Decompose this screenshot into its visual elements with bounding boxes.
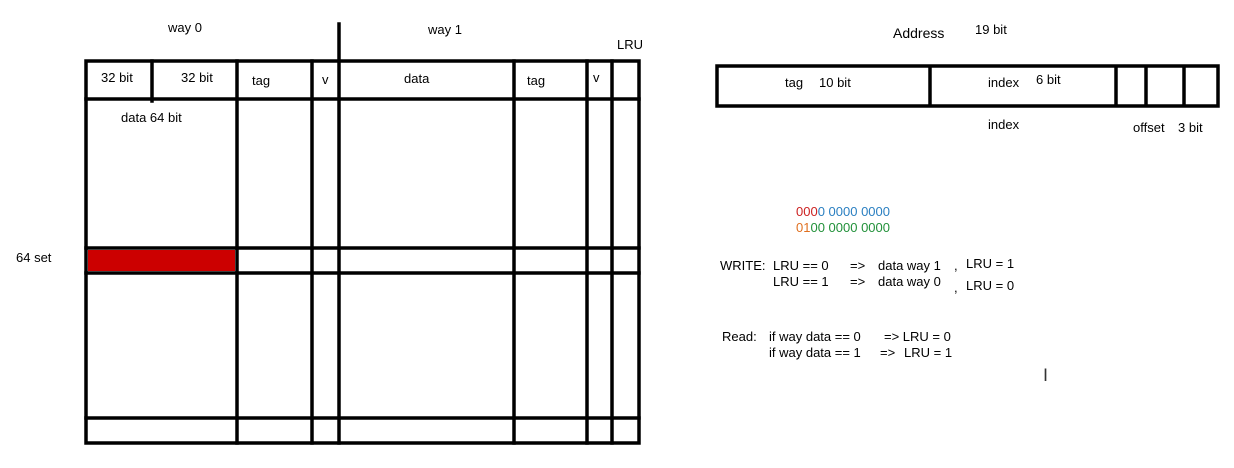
bit-example-line1: 0000 0000 0000 [796, 204, 890, 219]
write-rule1-action: data way 1 [878, 258, 941, 273]
address-total-bits: 19 bit [975, 22, 1007, 37]
header-32bit-a: 32 bit [101, 70, 133, 85]
address-box [715, 64, 1220, 108]
write-rule1-update: LRU = 1 [966, 256, 1015, 271]
address-index-below: index [988, 117, 1020, 132]
address-offset-bits: 3 bit [1178, 120, 1203, 135]
write-rule1-arrow: => [850, 258, 866, 273]
address-tag-bits: 10 bit [819, 75, 851, 90]
header-tag-way0: tag [252, 73, 271, 88]
way1-label: way 1 [428, 22, 462, 37]
address-tag-label: tag [785, 75, 804, 90]
write-rule2-cond: LRU == 1 [773, 274, 829, 289]
write-rule1-cond: LRU == 0 [773, 258, 829, 273]
lru-label: LRU [617, 37, 644, 52]
header-v-way1: v [593, 70, 600, 85]
read-rule2-update: LRU = 1 [904, 345, 953, 360]
write-rule1-sep: , [954, 258, 958, 273]
address-index-bits: 6 bit [1036, 72, 1061, 87]
address-title: Address [893, 25, 945, 41]
header-tag-way1: tag [527, 73, 546, 88]
header-v-way0: v [322, 72, 329, 87]
write-rule2-sep: , [954, 280, 958, 295]
address-offset-label: offset [1133, 120, 1165, 135]
write-rule2-update: LRU = 0 [966, 278, 1015, 293]
header-32bit-b: 32 bit [181, 70, 213, 85]
bit-example-line2-seg1: 00 0000 0000 [810, 220, 890, 235]
write-prefix: WRITE: [720, 258, 766, 273]
bit-example-line2: 0100 0000 0000 [796, 220, 890, 235]
bit-example-line1-seg0: 000 [796, 204, 818, 219]
read-rule1-update: => LRU = 0 [884, 329, 951, 344]
highlighted-set-cell [88, 250, 235, 271]
bit-example-line1-seg1: 0 0000 0000 [817, 204, 890, 219]
way0-label: way 0 [168, 20, 202, 35]
header-data-way1: data [404, 71, 430, 86]
set-count-label: 64 set [16, 250, 52, 265]
write-rule2-arrow: => [850, 274, 866, 289]
read-prefix: Read: [722, 329, 757, 344]
data-width-label: data 64 bit [121, 110, 182, 125]
address-index-label: index [988, 75, 1020, 90]
bit-example-line2-seg0: 01 [796, 220, 811, 235]
write-rule2-action: data way 0 [878, 274, 941, 289]
read-rule2-cond: if way data == 1 [769, 345, 861, 360]
cache-table-frame [84, 59, 641, 445]
text-cursor-icon: I [1043, 366, 1049, 386]
read-rule2-arrow: => [880, 345, 896, 360]
read-rule1-cond: if way data == 0 [769, 329, 861, 344]
